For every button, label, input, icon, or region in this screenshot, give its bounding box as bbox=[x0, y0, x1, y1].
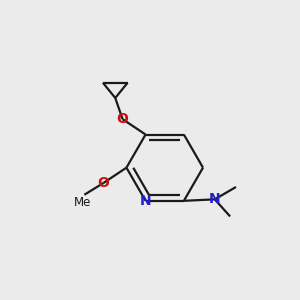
Text: N: N bbox=[140, 194, 152, 208]
Text: O: O bbox=[98, 176, 110, 190]
Text: N: N bbox=[209, 192, 220, 206]
Text: Me: Me bbox=[74, 196, 92, 209]
Text: O: O bbox=[117, 112, 129, 126]
